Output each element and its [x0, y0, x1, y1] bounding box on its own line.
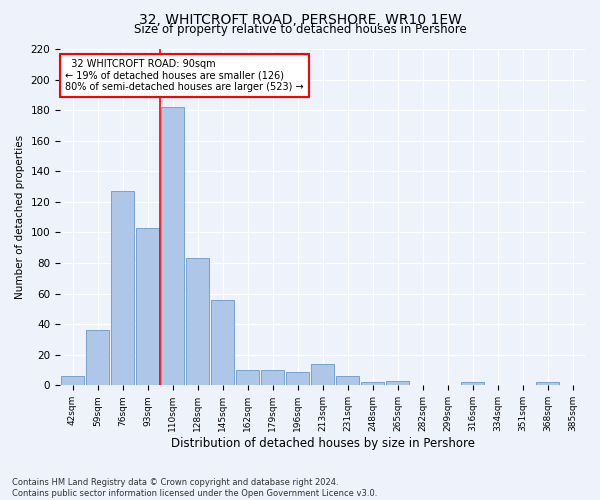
Bar: [86, 330, 109, 386]
Bar: [161, 107, 184, 386]
Bar: [361, 382, 385, 386]
Bar: [536, 382, 559, 386]
Bar: [185, 258, 209, 386]
X-axis label: Distribution of detached houses by size in Pershore: Distribution of detached houses by size …: [170, 437, 475, 450]
Bar: [260, 370, 284, 386]
Text: 32, WHITCROFT ROAD, PERSHORE, WR10 1EW: 32, WHITCROFT ROAD, PERSHORE, WR10 1EW: [139, 12, 461, 26]
Bar: [136, 228, 160, 386]
Text: Size of property relative to detached houses in Pershore: Size of property relative to detached ho…: [134, 22, 466, 36]
Bar: [286, 372, 310, 386]
Bar: [386, 381, 409, 386]
Text: Contains HM Land Registry data © Crown copyright and database right 2024.
Contai: Contains HM Land Registry data © Crown c…: [12, 478, 377, 498]
Bar: [211, 300, 235, 386]
Bar: [61, 376, 85, 386]
Bar: [110, 191, 134, 386]
Bar: [461, 382, 484, 386]
Bar: [236, 370, 259, 386]
Text: 32 WHITCROFT ROAD: 90sqm
← 19% of detached houses are smaller (126)
80% of semi-: 32 WHITCROFT ROAD: 90sqm ← 19% of detach…: [65, 59, 304, 92]
Y-axis label: Number of detached properties: Number of detached properties: [15, 135, 25, 299]
Bar: [311, 364, 334, 386]
Bar: [335, 376, 359, 386]
